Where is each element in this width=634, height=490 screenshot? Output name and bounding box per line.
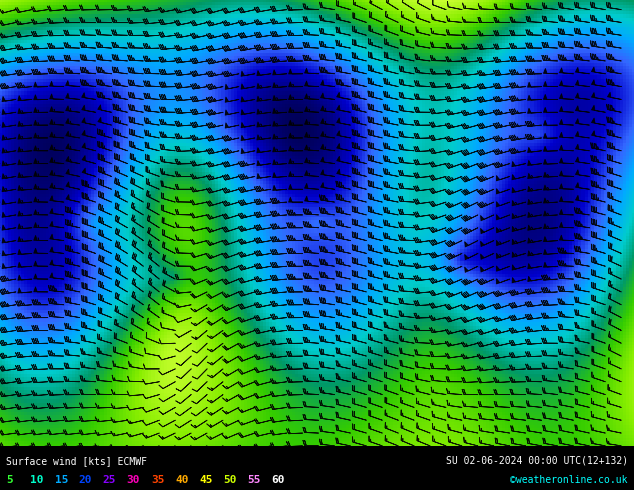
Text: 15: 15 [55,475,68,485]
Text: 45: 45 [199,475,212,485]
Text: Surface wind [kts] ECMWF: Surface wind [kts] ECMWF [6,456,147,466]
Text: 60: 60 [271,475,285,485]
Text: 5: 5 [6,475,13,485]
Text: 30: 30 [127,475,140,485]
Text: ©weatheronline.co.uk: ©weatheronline.co.uk [510,475,628,485]
Text: 35: 35 [151,475,164,485]
Text: 50: 50 [223,475,236,485]
Text: 40: 40 [175,475,188,485]
Text: SU 02-06-2024 00:00 UTC(12+132): SU 02-06-2024 00:00 UTC(12+132) [446,456,628,466]
Text: 20: 20 [79,475,92,485]
Text: 55: 55 [247,475,261,485]
Text: 10: 10 [30,475,44,485]
Text: 25: 25 [103,475,116,485]
